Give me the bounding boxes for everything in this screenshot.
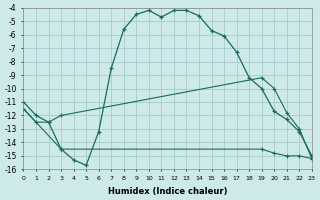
X-axis label: Humidex (Indice chaleur): Humidex (Indice chaleur): [108, 187, 228, 196]
